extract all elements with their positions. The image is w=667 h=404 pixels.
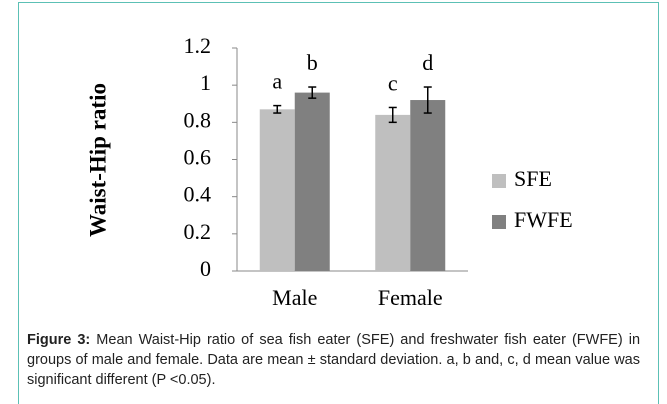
caption-label: Figure 3: [27, 332, 91, 348]
y-tick-label: 0 [200, 256, 211, 281]
x-tick-label: Female [378, 285, 443, 310]
y-tick-label: 0.2 [184, 219, 212, 244]
significance-letter: b [307, 50, 318, 75]
legend-swatch [492, 215, 506, 229]
bar [375, 114, 411, 272]
y-tick-label: 0.4 [184, 182, 212, 207]
error-bar [273, 104, 282, 114]
figure-frame [18, 2, 659, 404]
x-tick-label: Male [272, 285, 317, 310]
chart: Waist-Hip ratio 0 0.2 0.4 0.6 0.8 1 1.2 Male ab F… [85, 33, 573, 310]
legend-label: SFE [514, 166, 552, 191]
error-bar [388, 106, 397, 124]
legend-label: FWFE [514, 207, 573, 232]
bar [259, 109, 295, 271]
error-bar [423, 86, 432, 114]
y-tick-label: 1.2 [184, 33, 212, 58]
caption-text: Mean Waist-Hip ratio of sea fish eater (… [27, 332, 641, 388]
bar [294, 92, 330, 271]
error-bar [308, 86, 317, 99]
y-tick-label: 1 [200, 70, 211, 95]
caption: Figure 3: Mean Waist-Hip ratio of sea fi… [27, 330, 640, 390]
significance-letter: c [388, 71, 398, 96]
significance-letter: d [422, 50, 433, 75]
y-axis-title: Waist-Hip ratio [85, 83, 110, 237]
legend-swatch [492, 174, 506, 188]
y-tick-label: 0.8 [184, 107, 212, 132]
significance-letter: a [272, 69, 282, 94]
bar [410, 100, 446, 272]
y-tick-label: 0.6 [184, 145, 212, 170]
